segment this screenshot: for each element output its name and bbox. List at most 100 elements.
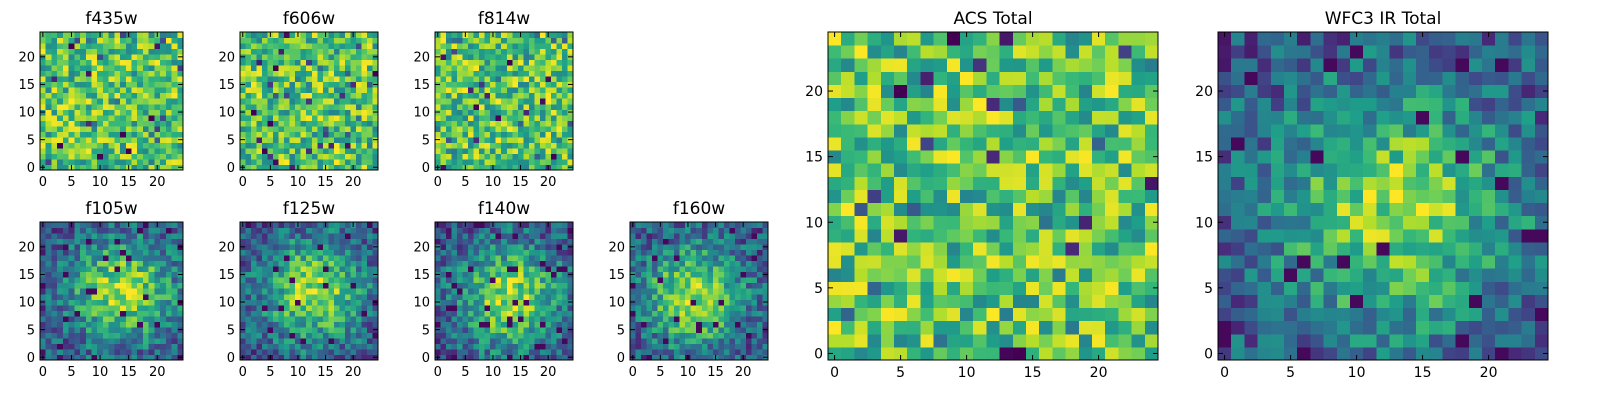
heatmap-cell xyxy=(506,103,513,110)
heatmap-cell xyxy=(40,59,47,66)
heatmap-cell xyxy=(142,343,150,350)
heatmap-cell xyxy=(171,282,178,289)
heatmap-cell xyxy=(712,271,719,278)
heatmap-cell xyxy=(490,310,497,317)
heatmap-cell xyxy=(556,222,563,229)
heatmap-cell xyxy=(45,299,52,306)
heatmap-cell xyxy=(68,70,75,77)
heatmap-cell xyxy=(657,348,664,355)
heatmap-cell xyxy=(550,158,557,165)
heatmap-cell xyxy=(495,153,502,160)
heatmap-cell xyxy=(457,244,464,251)
heatmap-cell xyxy=(880,189,895,204)
heatmap-cell xyxy=(344,260,351,267)
heatmap-cell xyxy=(97,76,104,83)
heatmap-cell xyxy=(74,282,81,289)
heatmap-cell xyxy=(97,81,104,88)
y-tick-label: 5 xyxy=(227,323,235,338)
heatmap-cell xyxy=(366,326,373,333)
heatmap-cell xyxy=(920,320,935,335)
heatmap-cell xyxy=(561,227,568,234)
heatmap-cell xyxy=(120,70,127,77)
heatmap-cell xyxy=(350,304,357,311)
heatmap-cell xyxy=(567,65,574,72)
heatmap-cell xyxy=(550,315,557,322)
heatmap-cell xyxy=(245,255,252,262)
heatmap-cell xyxy=(729,277,736,284)
heatmap-cell xyxy=(556,59,563,66)
heatmap-cell xyxy=(85,332,92,339)
heatmap-cell xyxy=(545,293,552,300)
heatmap-cell xyxy=(344,271,351,278)
heatmap-cell xyxy=(435,37,442,44)
heatmap-cell xyxy=(177,310,184,317)
heatmap-cell xyxy=(512,158,519,165)
heatmap-cell xyxy=(561,271,568,278)
heatmap-cell xyxy=(457,238,464,245)
heatmap-cell xyxy=(484,147,491,154)
heatmap-cell xyxy=(165,277,173,284)
heatmap-cell xyxy=(80,255,87,262)
heatmap-cell xyxy=(284,48,291,55)
heatmap-cell xyxy=(295,321,302,328)
heatmap-cell xyxy=(68,304,75,311)
heatmap-cell xyxy=(723,277,730,284)
heatmap-cell xyxy=(550,266,557,273)
heatmap-cell xyxy=(479,282,486,289)
x-tick-label: 5 xyxy=(266,175,274,190)
heatmap-cell xyxy=(40,76,47,83)
heatmap-cell xyxy=(62,282,70,289)
heatmap-cell xyxy=(854,163,869,177)
heatmap-cell xyxy=(630,304,637,311)
heatmap-cell xyxy=(328,222,335,229)
heatmap-cell xyxy=(256,70,263,77)
heatmap-cell xyxy=(114,76,121,83)
heatmap-cell xyxy=(894,294,908,309)
heatmap-cell xyxy=(68,109,75,116)
heatmap-cell xyxy=(251,315,258,322)
heatmap-cell xyxy=(85,103,92,110)
heatmap-cell xyxy=(484,260,491,267)
heatmap-cell xyxy=(120,321,127,328)
axes-frame xyxy=(239,31,379,171)
heatmap-cell xyxy=(322,260,329,267)
heatmap-cell xyxy=(322,282,329,289)
heatmap-cell xyxy=(251,98,258,105)
heatmap-cell xyxy=(635,332,642,339)
heatmap-cell xyxy=(523,48,530,55)
heatmap-cell xyxy=(273,65,280,72)
heatmap-cells xyxy=(435,222,574,361)
heatmap-cell xyxy=(68,288,75,295)
heatmap-cell xyxy=(51,233,58,240)
heatmap-cell xyxy=(550,109,557,116)
axes-frame xyxy=(629,221,769,361)
heatmap-cell xyxy=(1131,215,1146,230)
heatmap-cell xyxy=(322,87,329,94)
heatmap-cell xyxy=(40,37,47,44)
heatmap-cell xyxy=(630,249,637,256)
heatmap-cell xyxy=(245,120,252,127)
heatmap-cell xyxy=(114,249,121,256)
heatmap-cell xyxy=(45,288,52,295)
heatmap-cell xyxy=(446,87,453,94)
heatmap-cell xyxy=(40,227,47,234)
heatmap-cell xyxy=(74,271,81,278)
heatmap-cell xyxy=(57,37,64,44)
heatmap-cell xyxy=(125,238,133,245)
heatmap-cell xyxy=(306,299,313,306)
heatmap-cell xyxy=(114,43,121,50)
heatmap-cell xyxy=(245,153,252,160)
heatmap-cell xyxy=(534,249,541,256)
heatmap-cell xyxy=(165,255,173,262)
heatmap-cell xyxy=(366,43,373,50)
heatmap-cell xyxy=(539,98,546,105)
heatmap-cell xyxy=(284,271,291,278)
heatmap-cell xyxy=(339,266,346,273)
heatmap-cell xyxy=(131,136,138,143)
heatmap-cell xyxy=(828,281,842,295)
heatmap-cell xyxy=(880,150,895,164)
heatmap-cell xyxy=(328,354,335,361)
heatmap-cell xyxy=(707,326,714,333)
heatmap-cell xyxy=(484,293,491,300)
y-tick-label: 20 xyxy=(18,241,35,256)
